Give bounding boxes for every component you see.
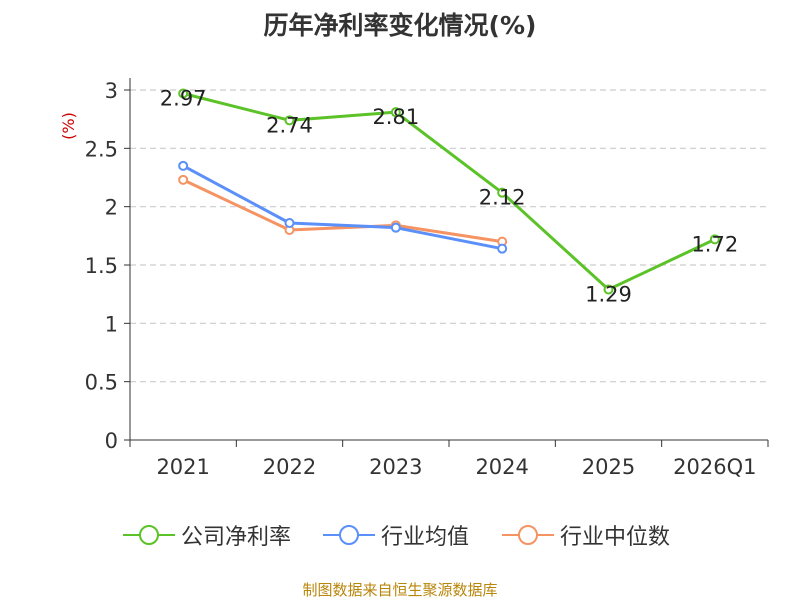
y-tick-label: 1.5 <box>85 254 118 278</box>
data-source-note: 制图数据来自恒生聚源数据库 <box>302 581 498 599</box>
data-point <box>178 160 189 171</box>
series-line <box>182 92 716 291</box>
data-label: 2.74 <box>266 113 313 137</box>
legend-line-icon <box>502 525 554 545</box>
legend-industry-avg[interactable]: 行业均值 <box>323 519 469 551</box>
data-point <box>603 284 614 295</box>
legend-label-industry-avg: 行业均值 <box>381 525 470 550</box>
data-point <box>178 174 189 185</box>
y-axis-label: (%) <box>59 112 78 140</box>
x-tick-label: 2026Q1 <box>673 455 756 479</box>
y-tick-label: 0.5 <box>85 371 118 395</box>
x-tick-label: 2022 <box>263 455 316 479</box>
data-labels: 2.97 2.74 2.81 2.12 1.29 1.72 <box>160 87 738 307</box>
data-label: 1.72 <box>691 232 738 256</box>
legend-company[interactable]: 公司净利率 <box>123 519 291 551</box>
data-label: 1.29 <box>585 283 632 307</box>
legend-label-industry-median: 行业中位数 <box>560 525 671 550</box>
y-tick-label: 2 <box>105 196 118 220</box>
data-point <box>709 234 720 245</box>
x-tick-label: 2023 <box>369 455 422 479</box>
gridlines <box>130 89 768 383</box>
data-point <box>497 243 508 254</box>
series-line <box>182 164 503 251</box>
data-label: 2.97 <box>160 87 207 111</box>
legend-line-icon <box>323 525 375 545</box>
axes: 0 0.5 1 1.5 2 2.5 3 2021 2022 2023 2024 2025 2026Q1 (… <box>59 78 769 479</box>
data-point <box>178 88 189 99</box>
y-tick-label: 0 <box>105 429 118 453</box>
data-point <box>284 115 295 126</box>
y-tick-label: 1 <box>105 312 118 336</box>
data-point <box>390 222 401 233</box>
legend-industry-median[interactable]: 行业中位数 <box>502 519 670 551</box>
data-point <box>390 107 401 118</box>
legend-label-company: 公司净利率 <box>181 525 292 550</box>
data-label: 2.81 <box>372 105 419 129</box>
y-tick-label: 2.5 <box>85 137 118 161</box>
x-tick-label: 2025 <box>582 455 635 479</box>
x-tick-label: 2021 <box>156 455 209 479</box>
chart-title: 历年净利率变化情况(%) <box>263 11 537 40</box>
legend-line-icon <box>123 525 175 545</box>
x-tick-label: 2024 <box>475 455 528 479</box>
data-label: 2.12 <box>479 186 526 210</box>
series-line <box>182 178 503 244</box>
series-group <box>178 88 720 295</box>
data-point <box>284 218 295 228</box>
data-point <box>497 187 508 198</box>
y-tick-label: 3 <box>105 79 118 103</box>
